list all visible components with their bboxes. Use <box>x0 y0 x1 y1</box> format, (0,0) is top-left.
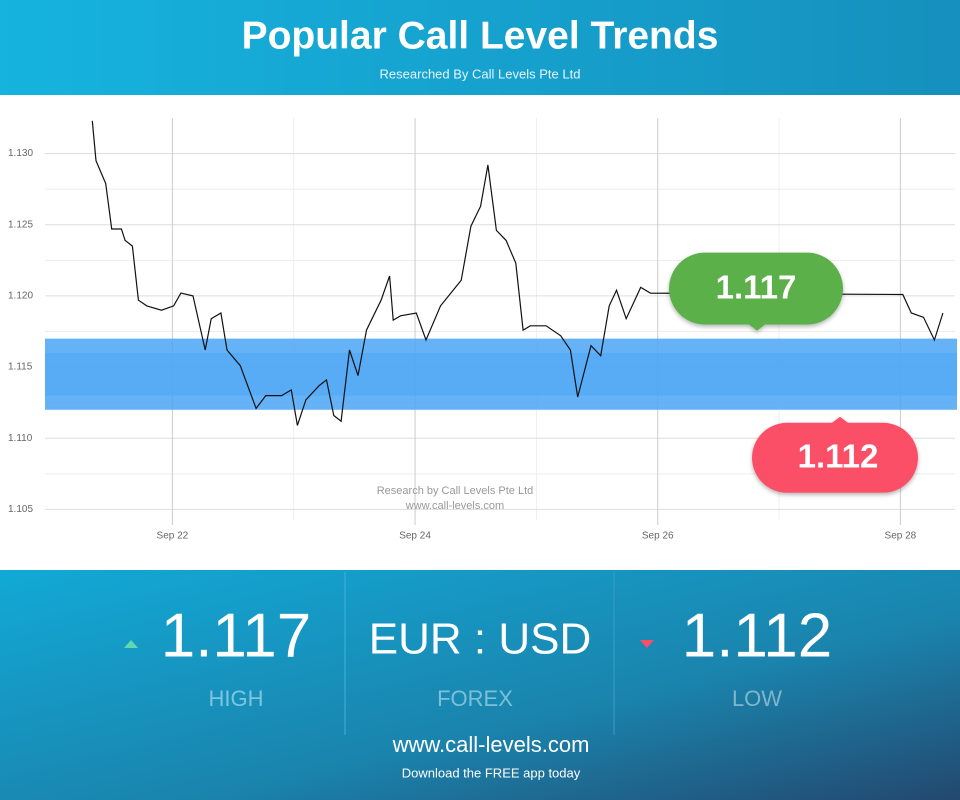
low-callout: 1.112 <box>752 416 918 493</box>
high-callout: 1.117 <box>669 252 843 331</box>
tagline: Download the FREE app today <box>402 765 581 780</box>
callout-text: 1.117 <box>716 268 797 305</box>
url: www.call-levels.com <box>392 732 590 757</box>
y-tick-label: 1.115 <box>8 362 33 373</box>
chart-panel <box>0 95 950 570</box>
callout-shape <box>669 252 843 331</box>
callout-shape <box>752 416 918 493</box>
header-bg <box>0 0 960 95</box>
y-tick-label: 1.105 <box>8 504 33 515</box>
y-tick-label: 1.120 <box>8 291 33 302</box>
callout-text: 1.112 <box>798 438 879 475</box>
y-tick-label: 1.110 <box>8 433 33 444</box>
footer-bg <box>0 570 960 800</box>
subtitle: Researched By Call Levels Pte Ltd <box>380 66 581 81</box>
y-tick-label: 1.130 <box>8 148 33 159</box>
call-band-inner <box>45 352 957 396</box>
watermark: www.call-levels.com <box>405 500 504 512</box>
x-tick-label: Sep 24 <box>399 531 431 542</box>
up-arrow <box>124 640 138 648</box>
low-label: LOW <box>732 686 782 711</box>
x-tick-label: Sep 28 <box>885 531 917 542</box>
x-tick-label: Sep 22 <box>157 531 189 542</box>
y-tick-label: 1.125 <box>8 219 33 230</box>
watermark: Research by Call Levels Pte Ltd <box>377 485 534 497</box>
low-value: 1.112 <box>682 601 833 670</box>
pair: EUR : USD <box>369 615 591 664</box>
high-value: 1.117 <box>161 601 312 670</box>
down-arrow <box>640 640 654 648</box>
x-tick-label: Sep 26 <box>642 531 674 542</box>
title: Popular Call Level Trends <box>242 14 719 57</box>
price-line <box>91 120 944 426</box>
pair-label: FOREX <box>437 686 513 711</box>
high-label: HIGH <box>209 686 264 711</box>
plot: 1.105 1.110 1.115 1.120 1.125 1.130 Sep 22 Sep … <box>8 118 957 542</box>
